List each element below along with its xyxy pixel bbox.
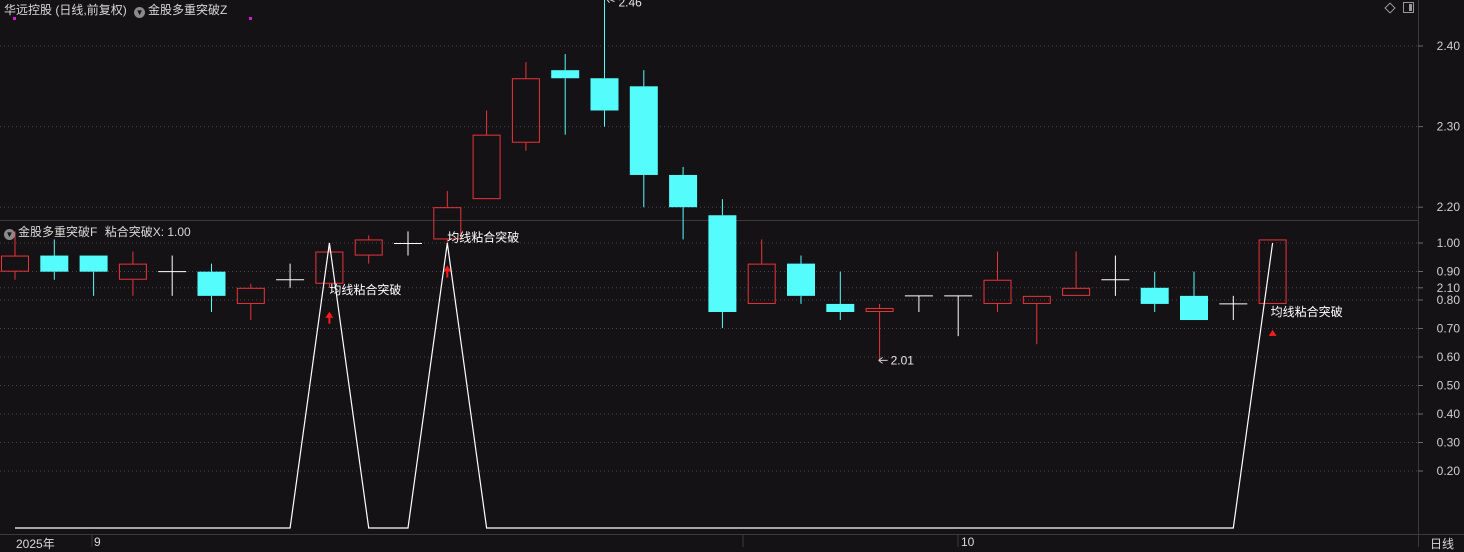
breakout-arrow [1268, 329, 1277, 336]
candle-body [1, 255, 29, 272]
price-tick-label: 2.40 [1437, 39, 1461, 53]
signal-tick-label: 0.30 [1437, 436, 1461, 450]
candle-body [1062, 287, 1091, 296]
candle-body [1140, 287, 1169, 304]
signal-line [15, 242, 1274, 529]
stock-name[interactable]: 华远控股 [4, 3, 53, 17]
chevron-down-icon[interactable]: ▼ [134, 7, 146, 18]
signal-tick-label: 0.90 [1437, 265, 1461, 279]
panel-toggle-icon[interactable] [1403, 2, 1414, 13]
signal-tick-label: 0.60 [1437, 350, 1461, 364]
candle-body [1180, 295, 1208, 321]
candle-body [629, 86, 658, 175]
period-mode: (日线,前复权) [55, 3, 127, 17]
price-tick-label: 2.30 [1437, 120, 1461, 134]
candle-body [118, 263, 147, 280]
max-marker [606, 0, 615, 3]
candle-body [669, 174, 698, 208]
candle-body [590, 78, 619, 111]
breakout-label: 均线粘合突破 [329, 282, 401, 297]
axis-tick-labels: 2.40 2.30 2.20 2.10 1.00 0.90 0.80 0.70 0.60 0.50… [1418, 39, 1460, 478]
candle-body [983, 279, 1012, 304]
price-tick-label: 2.10 [1437, 281, 1461, 295]
month-label-sep: 9 [94, 535, 101, 549]
signal-tick-label: 0.50 [1437, 379, 1461, 393]
signal-tick-label: 0.20 [1437, 464, 1461, 478]
period-button[interactable]: 日线 [1430, 537, 1455, 551]
breakout-label: 均线粘合突破 [447, 230, 519, 245]
max-price-label: 2.46 [619, 0, 643, 10]
candle-body [236, 287, 265, 304]
price-tick-label: 2.20 [1437, 200, 1461, 214]
candle-body [79, 255, 108, 272]
candle-body [433, 207, 462, 240]
year-label: 2025年 [16, 537, 55, 551]
breakout-arrow [443, 265, 452, 278]
signal-tick-label: 0.40 [1437, 407, 1461, 421]
sub-panel-header: ▼ 金股多重突破F 粘合突破X: 1.00 [4, 223, 191, 240]
candle-body [315, 251, 344, 284]
marker-dot [13, 17, 16, 20]
signal-tick-label: 1.00 [1437, 236, 1461, 250]
signal-tick-label: 0.70 [1437, 322, 1461, 336]
month-label-oct: 10 [961, 535, 975, 549]
candle-body [197, 271, 226, 296]
breakout-arrow [325, 311, 334, 324]
candle-body [1022, 295, 1051, 304]
candle-body [551, 70, 580, 79]
breakout-label: 均线粘合突破 [1271, 304, 1343, 319]
chevron-down-icon[interactable]: ▼ [4, 229, 15, 240]
candle-body [708, 215, 737, 312]
candle-body [472, 134, 501, 200]
candle-body [40, 255, 69, 272]
candle-body [865, 307, 894, 312]
candlestick-series [1, 0, 1287, 361]
candle-body [511, 78, 540, 143]
signal-tick-label: 0.80 [1437, 293, 1461, 307]
min-marker [878, 356, 888, 364]
sub-indicator-name[interactable]: 金股多重突破F [18, 225, 98, 239]
min-price-label: 2.01 [891, 353, 915, 367]
candle-body [787, 263, 815, 296]
chart-header: 华远控股 (日线,前复权) ▼ 金股多重突破Z [4, 1, 227, 18]
marker-dot [249, 17, 252, 20]
candle-body [747, 263, 776, 304]
candle-body [1258, 239, 1287, 304]
signal-line-series [15, 242, 1274, 529]
candle-body [354, 239, 383, 256]
main-indicator-name[interactable]: 金股多重突破Z [148, 3, 228, 17]
sub-indicator-value: 粘合突破X: 1.00 [104, 225, 191, 239]
candle-body [826, 303, 855, 312]
